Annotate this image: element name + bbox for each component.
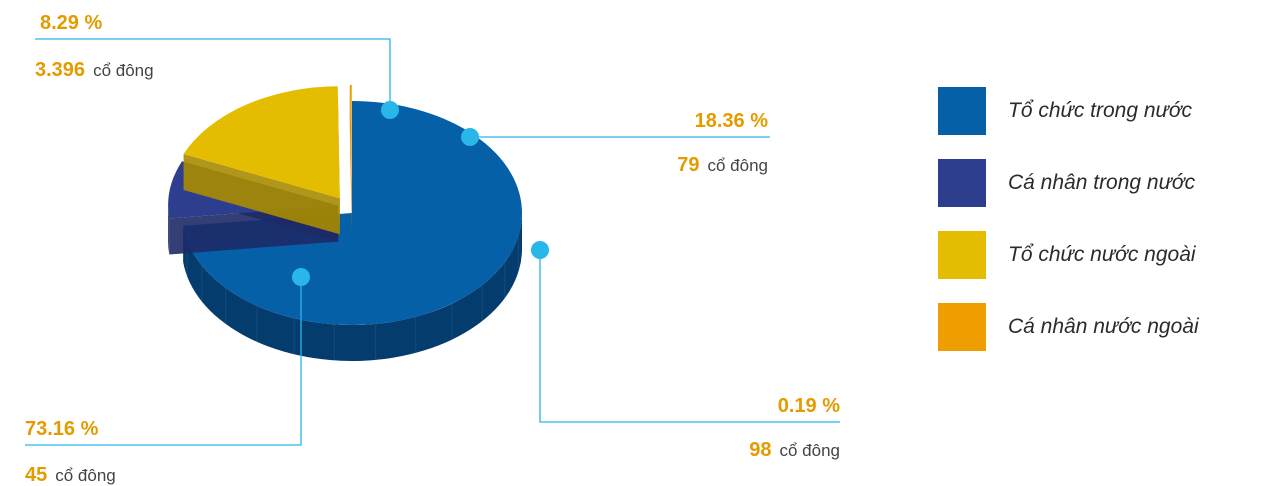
slice-cut-face [183, 154, 340, 235]
leader-line [539, 250, 840, 423]
legend-item-ca-nhan-nuoc-ngoai: Cá nhân nước ngoài [938, 303, 1258, 351]
leader-line [25, 277, 302, 446]
count-label: 98 cổ đông [749, 439, 840, 461]
count-value: 3.396 [35, 59, 85, 81]
legend-label: Tổ chức nước ngoài [1008, 243, 1196, 266]
pie-slices [168, 85, 522, 362]
slice-top-face [349, 85, 352, 198]
legend: Tổ chức trong nước Cá nhân trong nước Tổ… [938, 87, 1258, 375]
count-value: 79 [677, 154, 699, 176]
percent-label: 8.29 % [40, 12, 102, 34]
slice-0 [183, 101, 522, 362]
slice-marker-dot [292, 268, 310, 286]
percent-label: 73.16 % [25, 418, 99, 440]
legend-swatch [938, 231, 986, 279]
slice-marker-dot [381, 101, 399, 119]
count-unit: cổ đông [780, 441, 841, 460]
percent-label: 18.36 % [695, 110, 769, 132]
slice-marker-dot [461, 128, 479, 146]
legend-item-to-chuc-trong-nuoc: Tổ chức trong nước [938, 87, 1258, 135]
count-label: 79 cổ đông [677, 154, 768, 176]
slice-3 [349, 85, 352, 234]
slice-marker-dot [531, 241, 549, 259]
slice-top-face [183, 101, 522, 325]
percent-label: 0.19 % [778, 395, 840, 417]
legend-item-ca-nhan-trong-nuoc: Cá nhân trong nước [938, 159, 1258, 207]
leader-line [35, 38, 391, 110]
count-value: 45 [25, 464, 47, 486]
legend-label: Tổ chức trong nước [1008, 99, 1193, 122]
legend-label: Cá nhân trong nước [1008, 171, 1196, 194]
count-unit: cổ đông [55, 466, 116, 485]
leader-lines [25, 38, 840, 446]
count-label: 45 cổ đông [25, 464, 116, 486]
slice-2 [183, 86, 340, 235]
legend-item-to-chuc-nuoc-ngoai: Tổ chức nước ngoài [938, 231, 1258, 279]
count-unit: cổ đông [708, 156, 769, 175]
legend-swatch [938, 303, 986, 351]
slice-cut-face [349, 85, 352, 234]
slice-top-face [183, 86, 340, 199]
legend-swatch [938, 159, 986, 207]
count-value: 98 [749, 439, 771, 461]
slice-labels: 73.16 % 45 cổ đông 8.29 % 3.396 cổ đông 18.36 … [25, 12, 840, 486]
count-label: 3.396 cổ đông [35, 59, 154, 81]
slice-side-wall [168, 205, 170, 255]
count-unit: cổ đông [93, 61, 154, 80]
slice-side-wall [183, 213, 522, 362]
legend-label: Cá nhân nước ngoài [1008, 315, 1199, 338]
legend-swatch [938, 87, 986, 135]
